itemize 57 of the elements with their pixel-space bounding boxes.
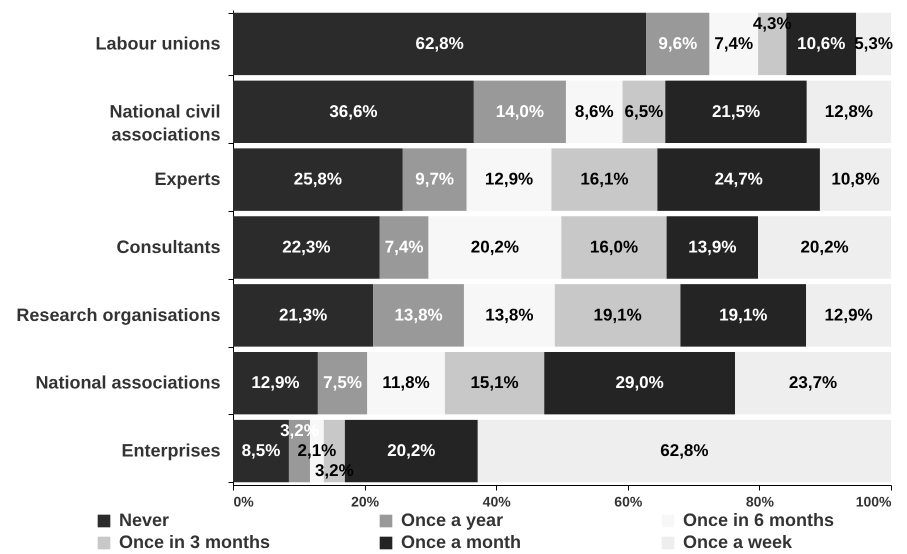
data-label: 20,2%	[470, 238, 519, 256]
data-label: 23,7%	[788, 373, 838, 392]
x-tick-label: 40%	[482, 494, 512, 510]
data-label: 7,4%	[714, 34, 754, 53]
data-label: 19,1%	[719, 305, 768, 324]
data-label: 14,0%	[496, 102, 544, 121]
data-label: 16,0%	[590, 238, 638, 256]
data-label: 8,5%	[242, 441, 280, 460]
x-tick-label: 60%	[614, 494, 643, 510]
data-label: 12,9%	[251, 373, 300, 392]
data-label: 12,9%	[484, 170, 534, 189]
data-label: 21,5%	[712, 102, 760, 121]
data-label: 11,8%	[382, 373, 430, 392]
data-label: 24,7%	[714, 170, 763, 189]
data-label: 20,2%	[387, 441, 436, 460]
x-tick-label: 20%	[351, 494, 380, 510]
data-label: 10,8%	[831, 170, 880, 189]
data-label: 13,8%	[394, 305, 443, 324]
data-label: 9,6%	[658, 34, 698, 53]
y-tick-label: National associations	[35, 372, 220, 393]
data-label: 7,4%	[384, 238, 424, 256]
data-label: 25,8%	[294, 170, 342, 189]
data-label: 36,6%	[329, 102, 378, 121]
x-tick-label: 100%	[856, 494, 892, 510]
legend-label: Once in 6 months	[683, 510, 834, 530]
data-label: 6,5%	[624, 102, 664, 121]
data-label: 19,1%	[594, 305, 642, 324]
legend-label: Once a month	[401, 532, 522, 552]
legend-label: Once a year	[401, 510, 504, 530]
data-label: 13,8%	[485, 305, 534, 324]
legend-label: Once a week	[683, 532, 794, 552]
data-label: 15,1%	[470, 373, 519, 392]
data-label: 10,6%	[797, 34, 846, 53]
data-label: 16,1%	[580, 170, 629, 189]
data-label: 29,0%	[616, 373, 664, 392]
data-label: 8,6%	[574, 102, 614, 121]
y-tick-label: Experts	[154, 169, 220, 190]
data-label: 62,8%	[660, 441, 708, 460]
data-label: 2,1%	[298, 441, 336, 460]
x-tick-label: 0%	[234, 494, 254, 510]
x-tick-label: 80%	[746, 494, 774, 510]
data-label: 20,2%	[800, 238, 849, 256]
y-tick-label: National civil associations	[109, 101, 220, 144]
data-label: 22,3%	[282, 238, 330, 256]
data-label: 62,8%	[416, 34, 464, 53]
data-label: 13,9%	[688, 238, 736, 256]
data-label: 21,3%	[278, 305, 328, 324]
y-tick-label: Consultants	[116, 237, 220, 257]
data-label: 9,7%	[415, 170, 454, 189]
y-tick-label: Research organisations	[16, 304, 220, 325]
data-label: 12,8%	[824, 102, 873, 121]
y-tick-label: Labour unions	[96, 33, 220, 54]
legend-label: Once in 3 months	[119, 532, 270, 552]
legend-label: Never	[119, 510, 170, 530]
data-label: 7,5%	[323, 373, 362, 392]
y-tick-label: Enterprises	[121, 440, 220, 461]
data-label: 12,9%	[824, 305, 873, 324]
